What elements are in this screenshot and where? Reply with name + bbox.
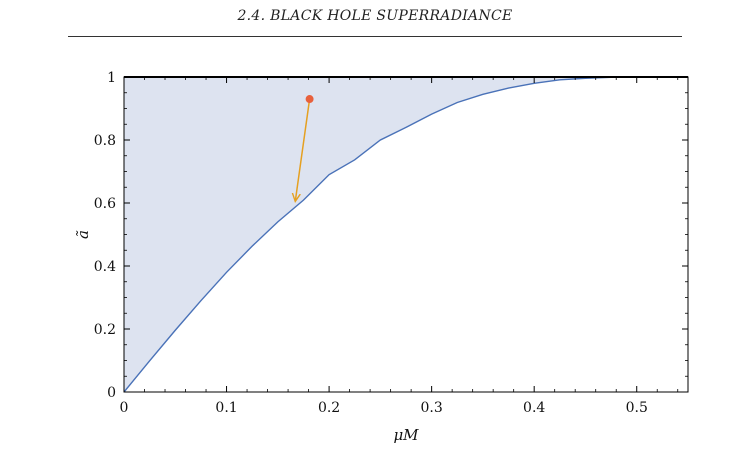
x-tick-label: 0.5 <box>626 400 648 416</box>
y-tick-label: 0.4 <box>94 259 116 275</box>
header-rule <box>68 36 682 37</box>
y-tick-label: 0.6 <box>94 196 116 212</box>
x-tick-label: 0.1 <box>215 400 237 416</box>
evolution-arrow <box>295 98 311 201</box>
x-tick-label: 0.3 <box>421 400 443 416</box>
page-header: 2.4. BLACK HOLE SUPERRADIANCE <box>0 0 750 37</box>
y-tick-label: 0.8 <box>94 133 116 149</box>
y-tick-label: 1 <box>107 70 116 86</box>
y-tick-label: 0.2 <box>94 322 116 338</box>
running-header-title: 2.4. BLACK HOLE SUPERRADIANCE <box>237 8 513 24</box>
y-axis-label: ã <box>74 230 92 239</box>
start-point <box>305 95 314 104</box>
boundary-curve <box>123 76 637 393</box>
y-tick-label: 0 <box>107 385 116 401</box>
x-tick-label: 0.2 <box>318 400 340 416</box>
shaded-region <box>124 77 637 392</box>
x-tick-label: 0.4 <box>523 400 545 416</box>
x-tick-label: 0 <box>120 400 129 416</box>
x-axis-label: μM <box>393 426 419 444</box>
